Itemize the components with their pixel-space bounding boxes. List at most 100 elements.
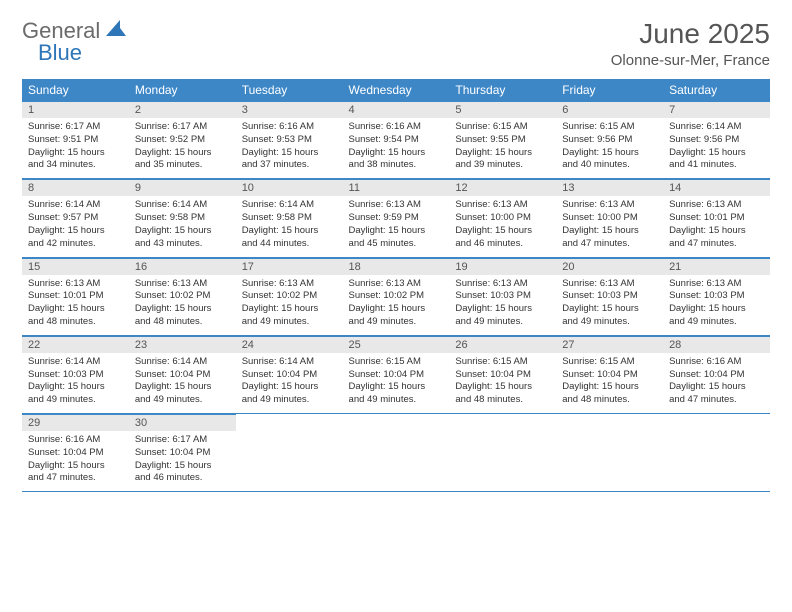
day-number: 4	[343, 101, 450, 118]
day-details: Sunrise: 6:15 AMSunset: 10:04 PMDaylight…	[343, 353, 450, 413]
sunrise-line: Sunrise: 6:13 AM	[28, 278, 123, 291]
day-number: 24	[236, 336, 343, 353]
day-number: 10	[236, 179, 343, 196]
day-details: Sunrise: 6:16 AMSunset: 10:04 PMDaylight…	[22, 431, 129, 491]
sunrise-line: Sunrise: 6:13 AM	[242, 278, 337, 291]
day-details: Sunrise: 6:13 AMSunset: 10:03 PMDaylight…	[556, 275, 663, 335]
day-details: Sunrise: 6:16 AMSunset: 9:54 PMDaylight:…	[343, 118, 450, 178]
sunset-line: Sunset: 9:59 PM	[349, 212, 444, 225]
day-details: Sunrise: 6:16 AMSunset: 9:53 PMDaylight:…	[236, 118, 343, 178]
day-details: Sunrise: 6:17 AMSunset: 9:52 PMDaylight:…	[129, 118, 236, 178]
day-details: Sunrise: 6:13 AMSunset: 9:59 PMDaylight:…	[343, 196, 450, 256]
day-details: Sunrise: 6:16 AMSunset: 10:04 PMDaylight…	[663, 353, 770, 413]
sunrise-line: Sunrise: 6:17 AM	[135, 434, 230, 447]
calendar-header-row: SundayMondayTuesdayWednesdayThursdayFrid…	[22, 79, 770, 101]
sunrise-line: Sunrise: 6:15 AM	[455, 356, 550, 369]
sunset-line: Sunset: 10:04 PM	[242, 369, 337, 382]
day-details: Sunrise: 6:14 AMSunset: 10:04 PMDaylight…	[129, 353, 236, 413]
day-details: Sunrise: 6:13 AMSunset: 10:00 PMDaylight…	[449, 196, 556, 256]
day-details: Sunrise: 6:14 AMSunset: 9:58 PMDaylight:…	[236, 196, 343, 256]
daylight-line: Daylight: 15 hours and 43 minutes.	[135, 225, 230, 251]
daylight-line: Daylight: 15 hours and 40 minutes.	[562, 147, 657, 173]
weekday-header: Tuesday	[236, 79, 343, 101]
daylight-line: Daylight: 15 hours and 46 minutes.	[135, 460, 230, 486]
daylight-line: Daylight: 15 hours and 49 minutes.	[349, 381, 444, 407]
calendar-day-cell: 12Sunrise: 6:13 AMSunset: 10:00 PMDaylig…	[449, 179, 556, 257]
calendar-day-cell: 25Sunrise: 6:15 AMSunset: 10:04 PMDaylig…	[343, 335, 450, 413]
sunrise-line: Sunrise: 6:13 AM	[349, 278, 444, 291]
daylight-line: Daylight: 15 hours and 48 minutes.	[562, 381, 657, 407]
day-number: 11	[343, 179, 450, 196]
calendar-day-cell: 21Sunrise: 6:13 AMSunset: 10:03 PMDaylig…	[663, 257, 770, 335]
sunset-line: Sunset: 10:04 PM	[562, 369, 657, 382]
day-details: Sunrise: 6:13 AMSunset: 10:01 PMDaylight…	[22, 275, 129, 335]
daylight-line: Daylight: 15 hours and 46 minutes.	[455, 225, 550, 251]
sunset-line: Sunset: 10:00 PM	[562, 212, 657, 225]
daylight-line: Daylight: 15 hours and 48 minutes.	[135, 303, 230, 329]
day-number: 17	[236, 258, 343, 275]
daylight-line: Daylight: 15 hours and 47 minutes.	[669, 225, 764, 251]
sunset-line: Sunset: 10:04 PM	[135, 447, 230, 460]
sunrise-line: Sunrise: 6:16 AM	[28, 434, 123, 447]
daylight-line: Daylight: 15 hours and 45 minutes.	[349, 225, 444, 251]
title-block: June 2025 Olonne-sur-Mer, France	[611, 18, 770, 69]
daylight-line: Daylight: 15 hours and 49 minutes.	[562, 303, 657, 329]
day-details: Sunrise: 6:13 AMSunset: 10:00 PMDaylight…	[556, 196, 663, 256]
daylight-line: Daylight: 15 hours and 48 minutes.	[28, 303, 123, 329]
day-number: 7	[663, 101, 770, 118]
sunrise-line: Sunrise: 6:13 AM	[135, 278, 230, 291]
calendar-week-row: 22Sunrise: 6:14 AMSunset: 10:03 PMDaylig…	[22, 335, 770, 413]
calendar-day-cell: 18Sunrise: 6:13 AMSunset: 10:02 PMDaylig…	[343, 257, 450, 335]
logo-text-2: Blue	[38, 40, 82, 66]
daylight-line: Daylight: 15 hours and 49 minutes.	[242, 381, 337, 407]
day-details: Sunrise: 6:14 AMSunset: 10:03 PMDaylight…	[22, 353, 129, 413]
calendar-day-cell: 17Sunrise: 6:13 AMSunset: 10:02 PMDaylig…	[236, 257, 343, 335]
calendar-day-cell: 28Sunrise: 6:16 AMSunset: 10:04 PMDaylig…	[663, 335, 770, 413]
day-details: Sunrise: 6:14 AMSunset: 9:58 PMDaylight:…	[129, 196, 236, 256]
sunrise-line: Sunrise: 6:15 AM	[562, 121, 657, 134]
calendar-day-cell: ..	[236, 414, 343, 492]
daylight-line: Daylight: 15 hours and 49 minutes.	[349, 303, 444, 329]
sunset-line: Sunset: 10:03 PM	[669, 290, 764, 303]
day-number: 6	[556, 101, 663, 118]
daylight-line: Daylight: 15 hours and 49 minutes.	[242, 303, 337, 329]
page-subtitle: Olonne-sur-Mer, France	[611, 52, 770, 69]
day-number: 16	[129, 258, 236, 275]
day-details: Sunrise: 6:13 AMSunset: 10:02 PMDaylight…	[236, 275, 343, 335]
page-title: June 2025	[611, 18, 770, 50]
sunrise-line: Sunrise: 6:14 AM	[135, 199, 230, 212]
calendar-day-cell: 2Sunrise: 6:17 AMSunset: 9:52 PMDaylight…	[129, 101, 236, 179]
daylight-line: Daylight: 15 hours and 49 minutes.	[135, 381, 230, 407]
sunrise-line: Sunrise: 6:13 AM	[455, 278, 550, 291]
weekday-header: Saturday	[663, 79, 770, 101]
calendar-page: General June 2025 Olonne-sur-Mer, France…	[0, 0, 792, 612]
day-details: Sunrise: 6:15 AMSunset: 9:56 PMDaylight:…	[556, 118, 663, 178]
sunrise-line: Sunrise: 6:13 AM	[562, 199, 657, 212]
calendar-day-cell: 29Sunrise: 6:16 AMSunset: 10:04 PMDaylig…	[22, 414, 129, 492]
sunset-line: Sunset: 10:04 PM	[28, 447, 123, 460]
calendar-week-row: 8Sunrise: 6:14 AMSunset: 9:57 PMDaylight…	[22, 179, 770, 257]
day-number: 29	[22, 414, 129, 431]
day-number: 28	[663, 336, 770, 353]
calendar-day-cell: 30 Sunrise: 6:17 AMSunset: 10:04 PMDaylig…	[129, 414, 236, 492]
daylight-line: Daylight: 15 hours and 38 minutes.	[349, 147, 444, 173]
daylight-line: Daylight: 15 hours and 48 minutes.	[455, 381, 550, 407]
sunrise-line: Sunrise: 6:16 AM	[669, 356, 764, 369]
sunrise-line: Sunrise: 6:14 AM	[242, 356, 337, 369]
day-number: 30	[129, 414, 236, 431]
day-number: 14	[663, 179, 770, 196]
day-details: Sunrise: 6:15 AMSunset: 9:55 PMDaylight:…	[449, 118, 556, 178]
sunset-line: Sunset: 10:02 PM	[135, 290, 230, 303]
sunrise-line: Sunrise: 6:13 AM	[349, 199, 444, 212]
day-number: 27	[556, 336, 663, 353]
day-number: 5	[449, 101, 556, 118]
sunset-line: Sunset: 9:56 PM	[562, 134, 657, 147]
calendar-week-row: 29Sunrise: 6:16 AMSunset: 10:04 PMDaylig…	[22, 414, 770, 492]
header: General June 2025 Olonne-sur-Mer, France	[22, 18, 770, 69]
day-number: 19	[449, 258, 556, 275]
day-details: Sunrise: 6:13 AMSunset: 10:02 PMDaylight…	[343, 275, 450, 335]
calendar-week-row: 15Sunrise: 6:13 AMSunset: 10:01 PMDaylig…	[22, 257, 770, 335]
sunset-line: Sunset: 10:01 PM	[669, 212, 764, 225]
calendar-day-cell: 6Sunrise: 6:15 AMSunset: 9:56 PMDaylight…	[556, 101, 663, 179]
calendar-day-cell: 8Sunrise: 6:14 AMSunset: 9:57 PMDaylight…	[22, 179, 129, 257]
